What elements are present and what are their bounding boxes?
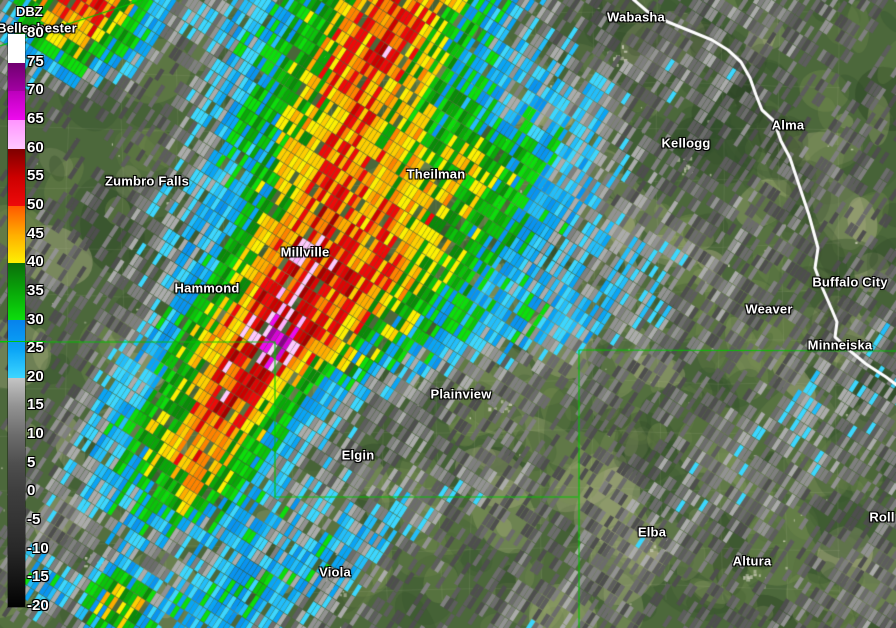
dbz-color-scale (7, 33, 26, 608)
dbz-scale-segment (8, 377, 25, 407)
dbz-scale-segment (8, 119, 25, 149)
city-label: Wabasha (607, 9, 665, 25)
city-label: Hammond (174, 280, 240, 296)
city-label: Altura (732, 553, 772, 569)
dbz-scale-tick-label: 60 (27, 138, 44, 156)
city-label: Weaver (745, 301, 793, 317)
city-label: Plainview (430, 386, 492, 402)
dbz-scale-tick-label: 15 (27, 396, 44, 414)
dbz-scale-segment (8, 263, 25, 292)
dbz-scale-tick-label: 80 (27, 24, 44, 41)
dbz-scale-tick-label: 40 (27, 253, 44, 271)
city-label: Minneiska (807, 337, 873, 353)
dbz-scale-tick-label: 30 (27, 310, 44, 328)
dbz-scale-tick-label: 55 (27, 167, 44, 185)
dbz-scale-tick-label: 65 (27, 109, 44, 127)
dbz-scale-tick-label: -5 (27, 511, 41, 529)
city-label: Elba (637, 524, 667, 540)
dbz-scale-segment (8, 177, 25, 206)
dbz-scale-tick-label: -20 (27, 597, 49, 614)
dbz-scale-tick-label: 75 (27, 52, 44, 70)
dbz-scale-segment (8, 549, 25, 579)
city-label: Millville (280, 244, 330, 260)
dbz-scale-tick-label: 50 (27, 195, 44, 213)
dbz-scale-tick-label: 70 (27, 81, 44, 99)
dbz-scale-segment (8, 578, 25, 607)
dbz-scale-segment (8, 492, 25, 521)
dbz-scale-segment (8, 34, 25, 63)
dbz-scale-segment (8, 205, 25, 235)
dbz-scale-segment (8, 349, 25, 378)
dbz-scale-segment (8, 406, 25, 435)
dbz-scale-tick-label: 5 (27, 453, 36, 471)
city-label: Roll (869, 509, 895, 525)
city-label: Alma (771, 117, 805, 133)
dbz-scale-tick-label: -15 (27, 568, 49, 586)
city-label: Viola (319, 564, 351, 580)
dbz-scale-tick-label: 0 (27, 482, 36, 500)
dbz-scale-segment (8, 91, 25, 120)
dbz-scale-tick-label: 20 (27, 367, 44, 385)
dbz-scale-segment (8, 234, 25, 264)
city-label: Theilman (406, 166, 466, 182)
dbz-scale-segment (8, 291, 25, 321)
city-label: Elgin (341, 447, 375, 463)
dbz-scale-segment (8, 520, 25, 550)
city-label: Buffalo City (812, 274, 888, 290)
city-label: Zumbro Falls (104, 173, 190, 189)
dbz-scale-tick-label: 25 (27, 339, 44, 357)
dbz-scale-segment (8, 463, 25, 493)
dbz-scale-tick-label: -10 (27, 539, 49, 557)
city-label: Bellechester (0, 20, 77, 36)
county-line-over-scale (0, 341, 46, 342)
city-label: Kellogg (661, 135, 711, 151)
dbz-scale-segment (8, 434, 25, 464)
dbz-scale-segment (8, 320, 25, 350)
dbz-scale-tick-label: 45 (27, 224, 44, 242)
dbz-scale-segment (8, 148, 25, 178)
dbz-scale-segment (8, 62, 25, 92)
dbz-scale-tick-label: 10 (27, 425, 44, 443)
dbz-scale-title: DBZ (16, 4, 43, 19)
dbz-scale-tick-label: 35 (27, 281, 44, 299)
